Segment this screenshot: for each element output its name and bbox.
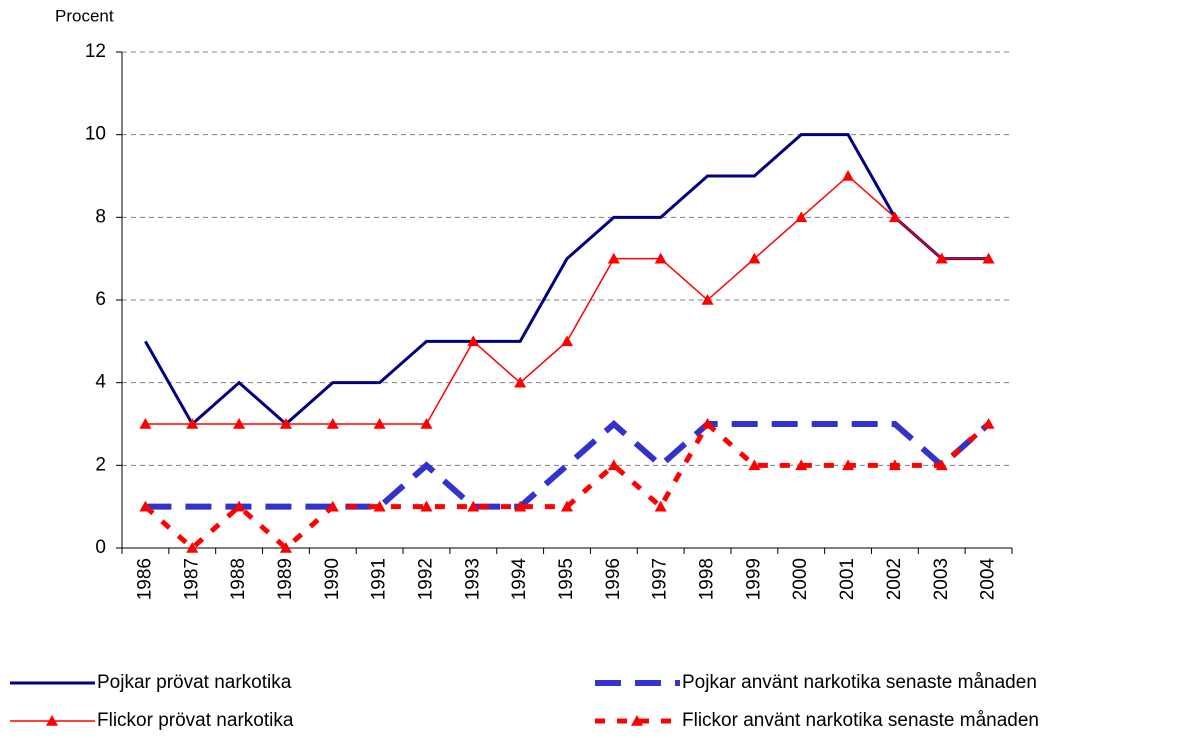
- marker: [654, 252, 667, 264]
- marker: [654, 500, 667, 512]
- marker: [842, 459, 855, 471]
- x-tick-label: 1987: [181, 558, 202, 600]
- marker: [279, 418, 292, 429]
- marker: [795, 459, 808, 471]
- marker: [514, 376, 527, 388]
- x-tick-label: 2001: [837, 558, 858, 600]
- marker: [701, 294, 714, 305]
- x-tick-label: 1989: [275, 558, 296, 600]
- x-tick-label: 1997: [650, 558, 671, 600]
- x-tick-label: 1995: [556, 558, 577, 600]
- legend-label: Pojkar prövat narkotika: [97, 672, 292, 693]
- marker: [982, 418, 995, 429]
- legend-marker: [631, 715, 643, 726]
- x-tick-label: 2003: [931, 558, 952, 600]
- marker: [607, 459, 620, 471]
- series-line: [143, 420, 991, 552]
- marker: [748, 459, 761, 471]
- marker: [561, 335, 573, 347]
- marker: [373, 500, 386, 512]
- y-tick-label: 10: [85, 124, 106, 145]
- marker: [561, 500, 573, 512]
- legend-marker: [46, 715, 58, 726]
- x-tick-label: 1999: [743, 558, 764, 600]
- x-tick-label: 2000: [790, 558, 811, 600]
- marker: [139, 500, 152, 512]
- marker: [701, 418, 714, 429]
- x-tick-label: 1992: [415, 558, 436, 600]
- marker: [186, 542, 199, 553]
- x-tick-label: 1990: [322, 558, 343, 600]
- marker: [982, 252, 995, 264]
- legend-label: Flickor prövat narkotika: [97, 710, 294, 731]
- marker: [233, 500, 246, 512]
- x-tick-label: 2002: [884, 558, 905, 600]
- y-tick-label: 0: [95, 537, 106, 558]
- y-axis-label: Procent: [55, 6, 114, 25]
- marker: [935, 459, 948, 471]
- marker: [326, 418, 339, 429]
- marker: [748, 252, 761, 264]
- marker: [514, 500, 527, 512]
- marker: [888, 459, 901, 471]
- y-tick-label: 12: [85, 41, 106, 62]
- legend-label: Pojkar använt narkotika senaste månaden: [682, 672, 1037, 693]
- x-tick-label: 1993: [462, 558, 483, 600]
- marker: [467, 500, 480, 512]
- marker: [467, 335, 480, 347]
- x-tick-label: 2004: [978, 558, 999, 601]
- x-tick-label: 1991: [369, 558, 390, 600]
- y-tick-label: 4: [95, 372, 106, 393]
- marker: [607, 252, 620, 264]
- legend-label: Flickor använt narkotika senaste månaden: [682, 710, 1039, 731]
- y-tick-label: 2: [95, 454, 106, 475]
- marker: [233, 418, 246, 429]
- x-tick-label: 1988: [228, 558, 249, 600]
- y-tick-label: 6: [95, 289, 106, 310]
- marker: [420, 500, 433, 512]
- marker: [795, 211, 808, 223]
- marker: [888, 211, 901, 223]
- marker: [186, 418, 199, 429]
- series-line: [145, 419, 991, 510]
- marker: [842, 170, 855, 181]
- x-tick-label: 1994: [509, 558, 530, 601]
- x-tick-label: 1986: [134, 558, 155, 600]
- marker: [139, 418, 152, 429]
- marker: [279, 542, 292, 553]
- marker: [935, 252, 948, 264]
- marker: [373, 418, 386, 429]
- y-tick-label: 8: [95, 206, 106, 227]
- marker: [326, 500, 339, 512]
- marker: [420, 418, 433, 429]
- series-line: [144, 133, 989, 427]
- x-tick-label: 1996: [603, 558, 624, 600]
- x-tick-label: 1998: [697, 558, 718, 600]
